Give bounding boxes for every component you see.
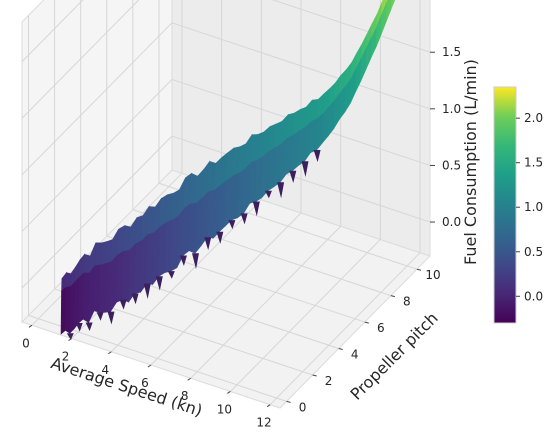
z-tick-label: 1.0 [442,102,461,116]
x-tick-label: 12 [256,416,271,430]
surface-spike [264,190,272,199]
surface-spike [277,182,285,199]
y-tick [338,348,343,351]
y-tick-label: 0 [299,400,307,414]
y-tick-label: 6 [377,321,385,335]
y-tick-label: 8 [403,295,411,309]
grid-line-x [230,239,381,392]
x-tick-label: 4 [101,363,109,377]
y-tick [312,374,317,377]
surface-spike [301,161,309,177]
x-tick [68,338,72,341]
surface-spike [216,231,224,244]
surface-spike [240,213,248,225]
surface-spike [313,150,321,163]
grid-line-z [271,0,431,53]
grid-line-x [150,212,302,366]
z-tick-label: 1.5 [442,45,461,59]
surface-spike [143,283,151,299]
colorbar-tick-label: 0.0 [524,289,543,303]
x-tick [187,377,191,381]
grid-line-z [171,22,431,110]
surface-spike [289,170,297,183]
grid-line-z [21,22,173,176]
grid-line-z [21,79,173,232]
x-tick-label: 8 [181,389,189,403]
surface-spike [119,299,127,310]
y-tick-label: 2 [325,374,333,388]
x-tick-label: 6 [141,376,149,390]
colorbar-tick-label: 0.5 [524,245,543,259]
grid-line-z [21,0,140,119]
x-tick [108,351,112,355]
y-tick [390,295,395,298]
surface-spike [204,237,212,251]
grid-line-z [21,0,84,62]
colorbar-gradient [493,86,517,324]
surface-spike [252,201,260,217]
colorbar-tick-label: 1.5 [524,156,543,170]
y-tick-label: 4 [351,348,359,362]
y-tick-label: 10 [425,268,440,282]
grid-line-x [190,225,342,379]
z-tick-label: 0.5 [442,158,461,172]
x-tick [28,324,33,328]
surface-spike [155,276,163,291]
z-tick-label: 2.0 [442,0,461,3]
y-tick [416,268,422,271]
surface-spike [66,333,74,340]
grid-line-x [110,199,262,353]
z-tick-label: 0.0 [442,215,461,229]
surface-spike [107,311,115,325]
surface-spike [167,271,175,279]
colorbar: 0.0 0.5 1.0 1.5 2.0 [493,86,543,324]
colorbar-tick-label: 2.0 [524,111,543,125]
surface-spike [85,322,93,331]
surface-patch [391,0,396,9]
surface-spike [228,220,236,230]
grid-line-x [269,252,421,406]
z-axis-label: Fuel Consumption (L/min) [461,59,480,265]
y-tick [364,321,369,324]
x-tick-label: 0 [22,336,30,350]
x-tick-label: 10 [217,402,232,416]
grid-line-z [171,135,431,223]
x-tick [266,404,271,408]
surface-spike [179,255,187,266]
x-tick [227,391,231,394]
surface-spike [75,323,83,332]
x-tick-label: 2 [62,350,70,364]
colorbar-tick-label: 1.0 [524,200,543,214]
grid-line-z [21,135,173,289]
surface-spike [96,312,104,321]
x-tick [147,364,152,368]
surface-spike [192,253,199,270]
surface-spike [131,293,139,305]
y-tick [286,400,291,403]
